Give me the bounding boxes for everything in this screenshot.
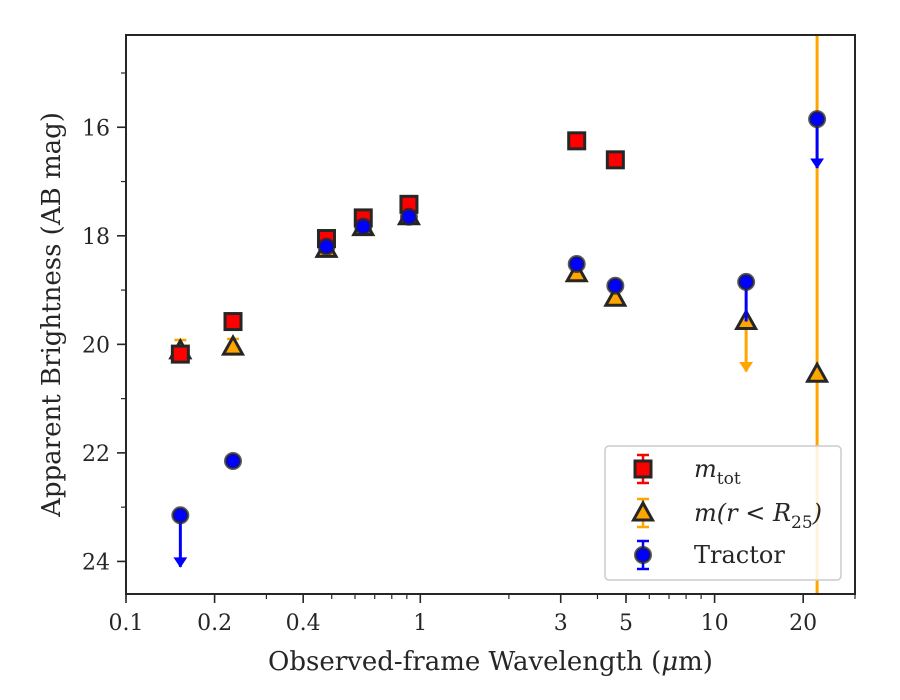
legend-label-main: m(r < R: [694, 499, 791, 527]
y-tick-label: 18: [82, 225, 110, 250]
legend: mtot m(r < R25) Tractor: [604, 445, 842, 581]
x-tick-label: 0.4: [286, 611, 321, 636]
triangle-point: [805, 361, 830, 383]
circle-point: [399, 207, 418, 226]
series-circle: [171, 110, 827, 568]
y-tick-label: 16: [82, 116, 110, 141]
square-point: [223, 312, 243, 332]
circle-marker: [567, 255, 586, 274]
x-tick-label: 0.1: [109, 611, 144, 636]
x-tick-label: 20: [789, 611, 817, 636]
circle-point: [737, 272, 756, 322]
upper-limit-arrow: [739, 361, 754, 373]
legend-label: m(r < R25): [694, 499, 822, 533]
circle-point: [317, 237, 336, 256]
x-tick-label: 5: [619, 611, 633, 636]
legend-box: [604, 445, 842, 581]
x-tick-label: 10: [701, 611, 729, 636]
circle-marker: [399, 207, 418, 226]
circle-point: [567, 255, 586, 274]
series-square: [170, 131, 625, 364]
square-marker: [223, 312, 243, 332]
y-tick-label: 24: [82, 550, 110, 575]
circle-marker: [171, 506, 190, 525]
axis-ticks: 0.1 0.2 0.4 1 3 5 10 20 16 18 20 22 24: [82, 72, 856, 636]
square-point: [567, 131, 587, 151]
square-marker: [170, 344, 190, 364]
axes-frame: [125, 34, 856, 595]
square-marker: [567, 131, 587, 151]
legend-label-main: Tractor: [694, 541, 785, 569]
legend-label-main: m: [694, 455, 717, 483]
upper-limit-arrow: [810, 158, 825, 169]
x-axis-label-prefix: Observed-frame Wavelength (: [268, 647, 661, 677]
y-axis-label: Apparent Brightness (AB mag): [37, 112, 67, 518]
circle-marker: [224, 452, 243, 471]
legend-entry: Tractor: [634, 539, 785, 571]
x-tick-label: 3: [554, 611, 568, 636]
x-tick-label: 0.2: [197, 611, 232, 636]
x-axis-label: Observed-frame Wavelength (μm): [268, 647, 713, 677]
circle-marker: [606, 276, 625, 295]
square-marker: [605, 150, 625, 170]
circle-marker: [808, 110, 827, 129]
legend-circle-marker: [634, 546, 652, 564]
legend-label: mtot: [694, 455, 741, 489]
circle-marker: [737, 272, 756, 291]
legend-triangle-marker: [630, 499, 656, 522]
triangle-point: [603, 285, 628, 307]
circle-marker: [317, 237, 336, 256]
triangle-point: [220, 333, 246, 356]
legend-square-marker: [633, 459, 653, 479]
legend-label: Tractor: [694, 541, 785, 569]
square-point: [605, 150, 625, 170]
upper-limit-arrow: [173, 557, 188, 568]
legend-entry: m(r < R25): [630, 497, 822, 533]
x-axis-label-unit-greek: μ: [661, 647, 678, 677]
triangle-marker: [220, 333, 246, 356]
series-triangle: [168, 203, 830, 383]
legend-label-close: ): [812, 499, 822, 527]
triangle-marker: [805, 361, 830, 383]
circle-point: [808, 110, 827, 169]
x-tick-label: 1: [413, 611, 427, 636]
triangle-marker: [603, 285, 628, 307]
triangle-point: [734, 308, 759, 373]
legend-entry: mtot: [633, 453, 741, 489]
circle-marker: [354, 217, 373, 236]
x-axis-label-unit-rest: m): [678, 647, 713, 677]
square-point: [170, 344, 190, 364]
circle-point: [171, 506, 190, 568]
y-tick-label: 20: [82, 333, 110, 358]
circle-point: [224, 452, 243, 471]
y-tick-label: 22: [82, 442, 110, 467]
circle-point: [606, 276, 625, 295]
legend-label-subscript: tot: [717, 469, 741, 489]
legend-label-subscript: 25: [791, 513, 813, 533]
circle-point: [354, 217, 373, 236]
plot-area: [168, 35, 830, 594]
